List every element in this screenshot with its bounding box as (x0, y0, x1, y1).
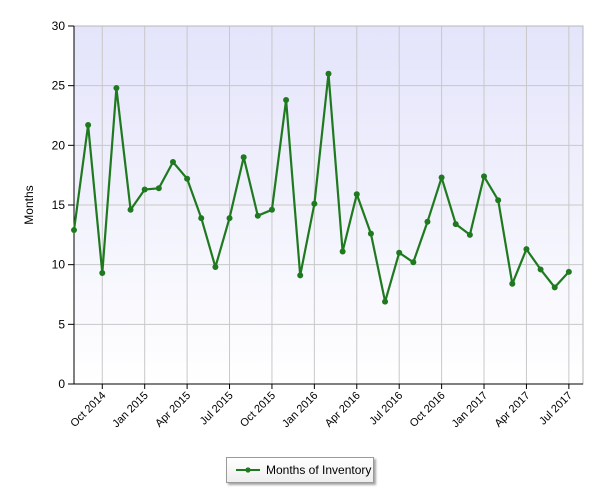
x-tick-label: Apr 2017 (493, 390, 533, 430)
x-tick-label: Jul 2016 (367, 390, 405, 428)
data-point (297, 272, 304, 279)
x-tick-label: Oct 2015 (238, 390, 278, 430)
data-point (226, 215, 233, 222)
y-tick-label: 10 (52, 258, 66, 272)
x-tick-label: Apr 2015 (153, 390, 193, 430)
x-tick-labels: Oct 2014 Jan 2015 Apr 2015 Jul 2015 Oct 2015… (68, 390, 575, 430)
data-point (283, 96, 290, 103)
data-point (523, 246, 530, 253)
legend: Months of Inventory (226, 457, 374, 483)
data-point (495, 197, 502, 204)
data-point (113, 85, 120, 92)
x-tick-label: Jan 2016 (280, 390, 320, 430)
data-point (254, 212, 261, 219)
legend-label: Months of Inventory (266, 463, 372, 477)
data-point (466, 231, 473, 238)
data-point (240, 154, 247, 161)
axes (68, 25, 583, 389)
data-point (509, 280, 516, 287)
data-point (127, 206, 134, 213)
data-point (85, 122, 92, 129)
x-tick-label: Jul 2015 (198, 390, 236, 428)
data-point (537, 266, 544, 273)
y-tick-label: 5 (58, 317, 65, 331)
x-tick-label: Oct 2014 (68, 390, 108, 430)
data-point (367, 230, 374, 237)
data-point (184, 175, 191, 182)
y-tick-label: 30 (52, 19, 66, 33)
data-point (438, 174, 445, 181)
y-tick-label: 25 (52, 79, 66, 93)
data-point (565, 268, 572, 275)
y-axis-title: Months (22, 185, 36, 224)
x-tick-label: Jan 2017 (450, 390, 490, 430)
series-months-of-inventory (71, 70, 572, 305)
x-tick-label: Jan 2015 (110, 390, 150, 430)
y-tick-label: 15 (52, 198, 66, 212)
x-tick-label: Jul 2017 (537, 390, 575, 428)
data-point (424, 218, 431, 225)
data-point (410, 259, 417, 266)
data-point (99, 270, 106, 277)
data-point (339, 248, 346, 255)
x-tick-label: Apr 2016 (323, 390, 363, 430)
data-point (311, 200, 318, 207)
grid-lines (74, 25, 583, 385)
data-point (452, 221, 459, 228)
y-tick-labels: 0 5 10 15 20 25 30 (52, 19, 66, 391)
data-point (481, 173, 488, 180)
data-point (551, 284, 558, 291)
x-tick-label: Oct 2016 (408, 390, 448, 430)
y-tick-label: 20 (52, 138, 66, 152)
data-point (353, 191, 360, 198)
data-point (141, 186, 148, 193)
data-point (212, 264, 219, 271)
data-point (155, 185, 162, 192)
data-point (382, 298, 389, 305)
data-point (169, 159, 176, 166)
data-point (268, 206, 275, 213)
data-point (198, 215, 205, 222)
data-point (71, 227, 77, 234)
legend-swatch-icon (236, 467, 260, 473)
y-tick-label: 0 (58, 377, 65, 391)
data-point (325, 70, 332, 77)
data-point (396, 249, 403, 256)
